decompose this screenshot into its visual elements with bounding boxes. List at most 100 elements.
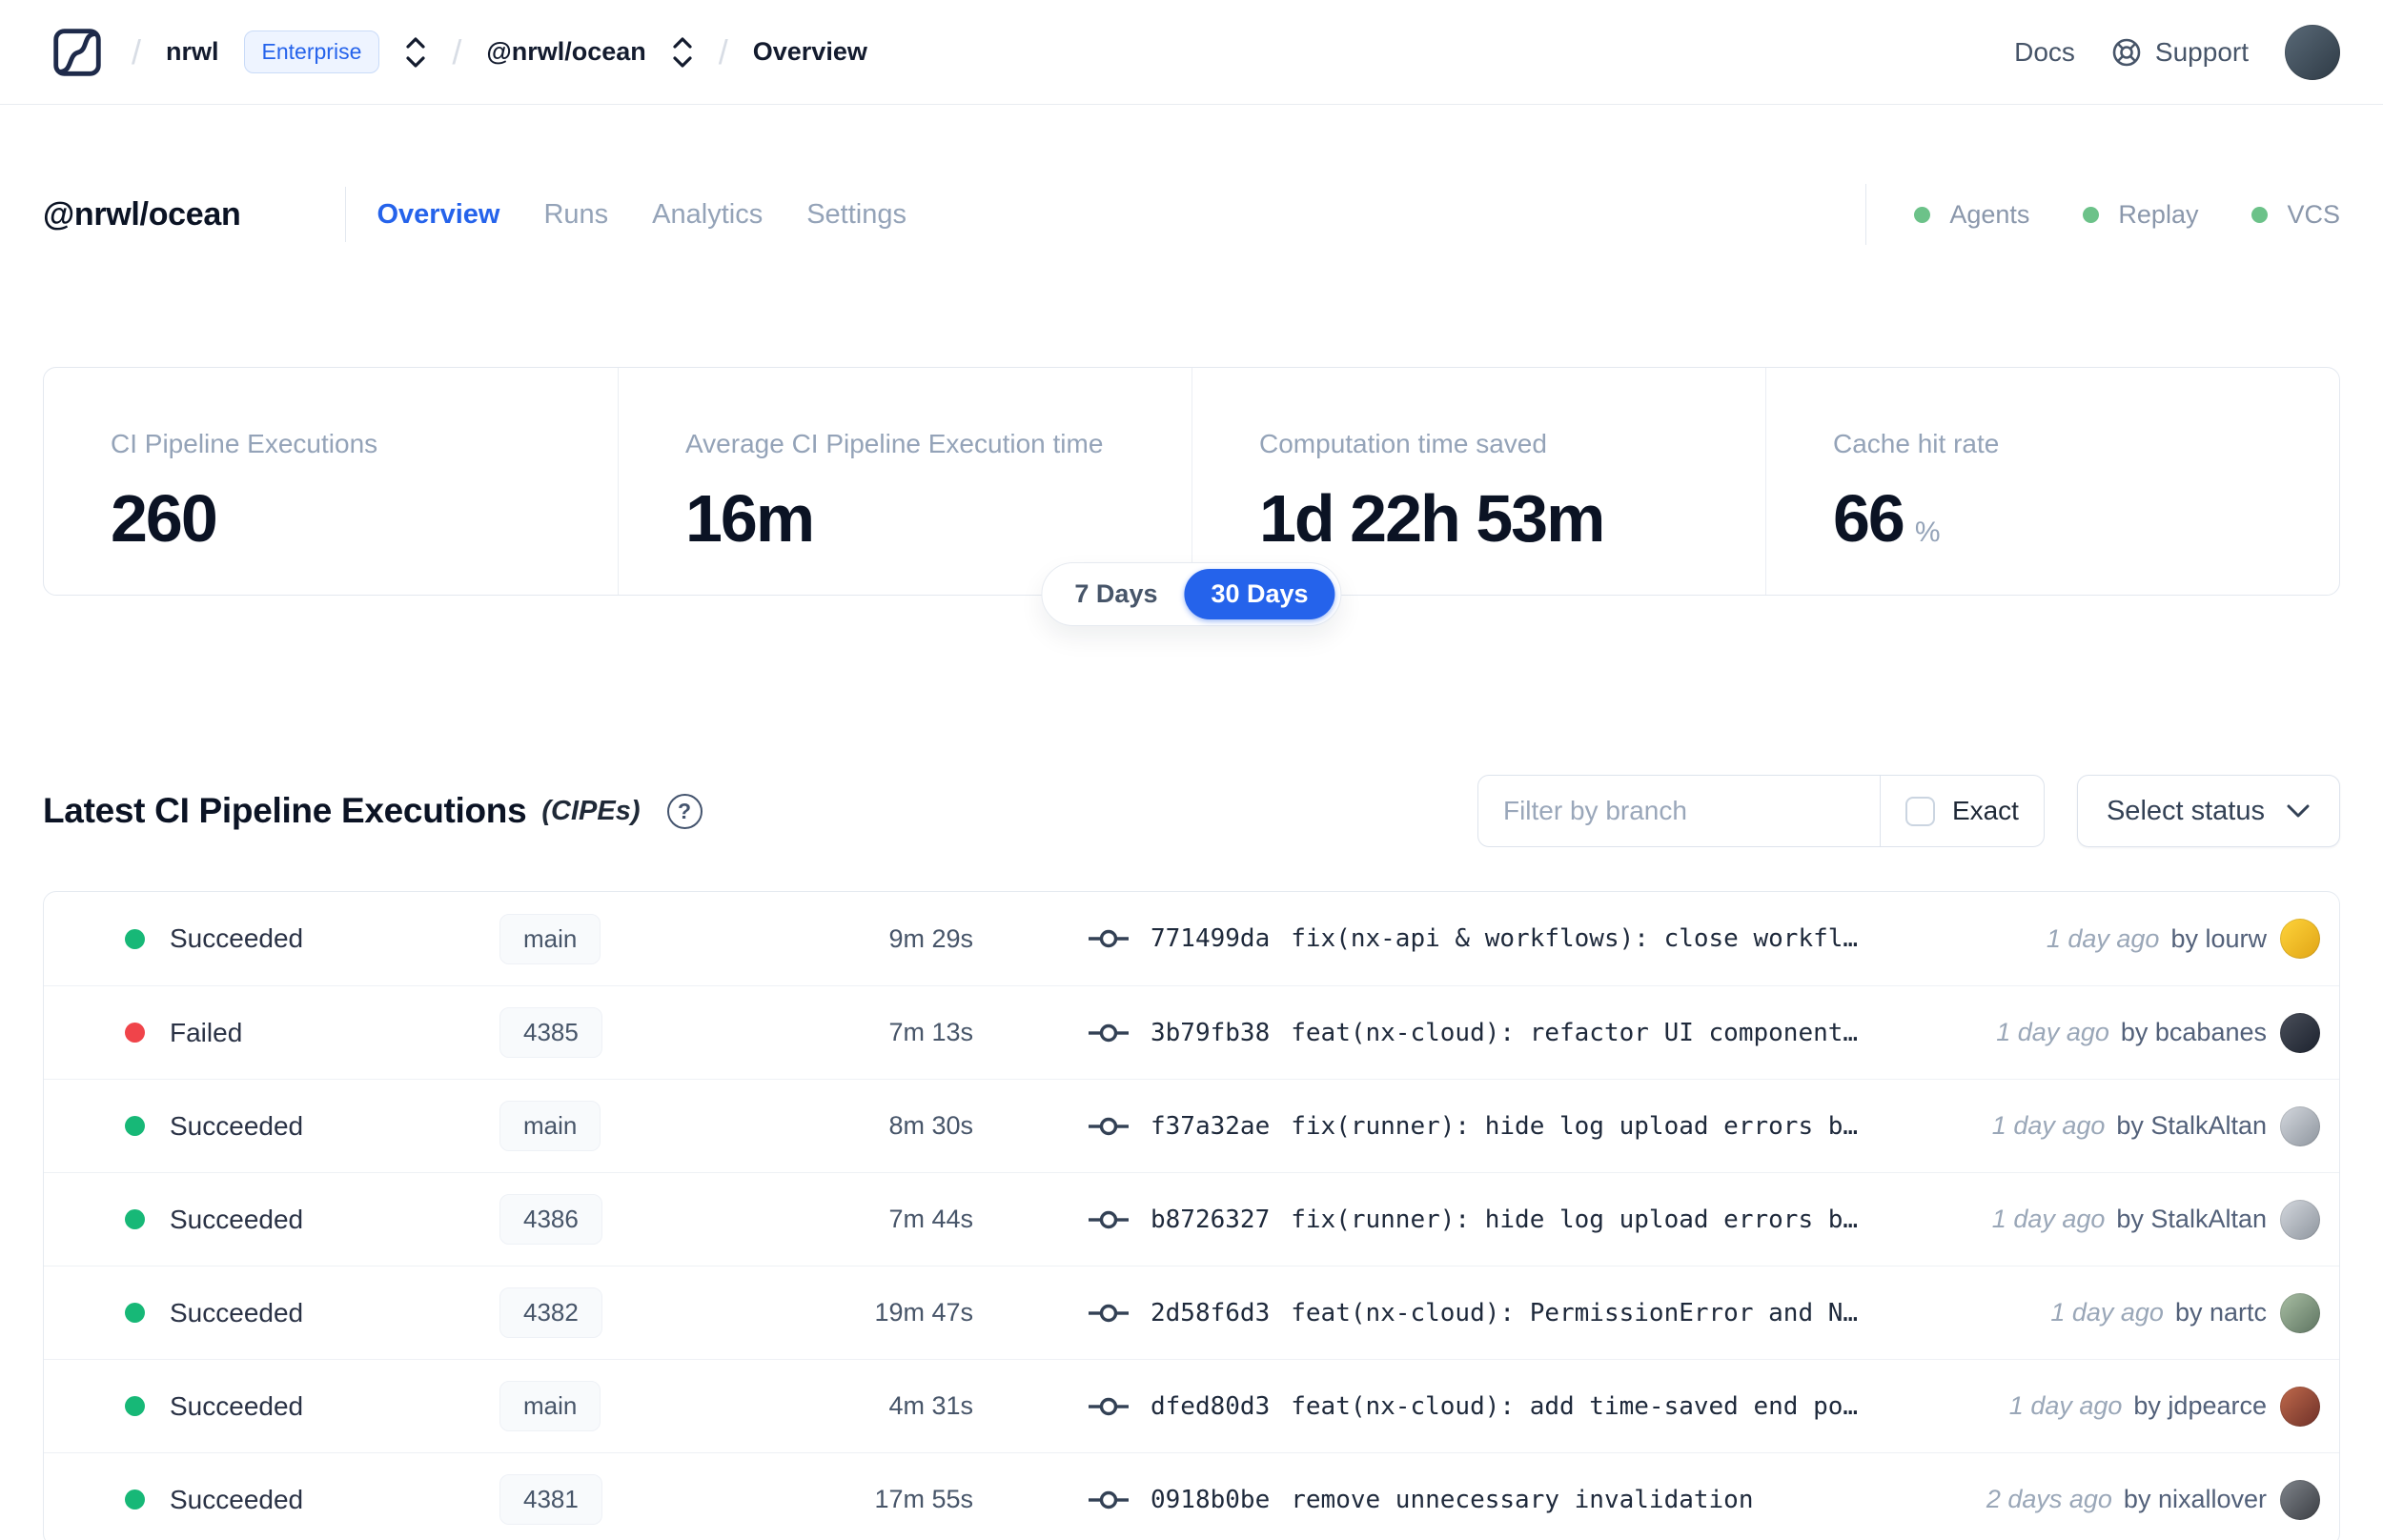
row-duration: 7m 13s — [888, 1018, 973, 1046]
row-commit-cell: 3b79fb38 feat(nx-cloud): refactor UI com… — [1088, 1019, 1977, 1047]
commit-hash: b8726327 — [1151, 1205, 1271, 1234]
commit-message: fix(runner): hide log upload errors b… — [1291, 1205, 1859, 1234]
service-label: Replay — [2118, 199, 2199, 229]
cipe-section-header: Latest CI Pipeline Executions (CIPEs) ? … — [43, 775, 2340, 847]
commit-message: fix(runner): hide log upload errors b… — [1291, 1111, 1859, 1141]
row-branch-cell: 4381 — [499, 1474, 814, 1525]
time-ago: 1 day ago — [2046, 923, 2160, 953]
breadcrumb-workspace[interactable]: @nrwl/ocean — [486, 37, 646, 66]
stat-card-average-execution-time: Average CI Pipeline Execution time 16m — [618, 368, 1192, 595]
avatar[interactable] — [2280, 1386, 2320, 1427]
breadcrumb: / nrwl Enterprise / @nrwl/ocean / Overvi… — [48, 23, 867, 82]
cipe-table: Succeeded main 9m 29s 771499da fix(nx-ap… — [43, 891, 2340, 1540]
nx-cloud-logo-icon[interactable] — [48, 23, 107, 82]
git-commit-icon — [1089, 929, 1129, 948]
branch-badge[interactable]: main — [499, 1381, 601, 1431]
branch-badge[interactable]: 4385 — [499, 1007, 602, 1058]
range-option-30-days[interactable]: 30 Days — [1184, 569, 1335, 619]
enterprise-badge: Enterprise — [243, 30, 380, 73]
status-label: Succeeded — [170, 923, 304, 953]
author: by jdpearce — [2133, 1391, 2267, 1420]
status-select-dropdown[interactable]: Select status — [2076, 775, 2340, 847]
row-meta-cell: 1 day ago by jdpearce — [2009, 1391, 2267, 1421]
branch-badge[interactable]: 4381 — [499, 1474, 602, 1525]
branch-badge[interactable]: 4386 — [499, 1194, 602, 1245]
service-replay[interactable]: Replay — [2083, 200, 2198, 230]
row-status-cell: Succeeded — [125, 1205, 499, 1235]
stat-title: Cache hit rate — [1833, 429, 2000, 458]
row-branch-cell: 4386 — [499, 1194, 814, 1245]
stat-value: 1d 22h 53m — [1259, 481, 1605, 556]
row-branch-cell: main — [499, 1381, 814, 1431]
org-switcher-chevrons-icon[interactable] — [404, 36, 427, 69]
status-dot-icon — [125, 1489, 145, 1510]
table-row[interactable]: Succeeded 4382 19m 47s 2d58f6d3 feat(nx-… — [44, 1266, 2339, 1359]
status-dot-icon — [125, 1209, 145, 1229]
branch-badge[interactable]: 4382 — [499, 1287, 602, 1338]
avatar[interactable] — [2280, 1105, 2320, 1146]
avatar[interactable] — [2280, 1199, 2320, 1240]
status-label: Succeeded — [170, 1390, 304, 1421]
status-label: Failed — [170, 1017, 243, 1047]
workspace-title: @nrwl/ocean — [43, 195, 241, 233]
table-row[interactable]: Succeeded 4386 7m 44s b8726327 fix(runne… — [44, 1172, 2339, 1266]
status-label: Succeeded — [170, 1110, 304, 1141]
commit-hash: 3b79fb38 — [1151, 1018, 1271, 1047]
row-duration: 4m 31s — [888, 1391, 973, 1420]
avatar[interactable] — [2280, 1292, 2320, 1333]
workspace-switcher-chevrons-icon[interactable] — [671, 36, 694, 69]
branch-filter-input[interactable] — [1477, 776, 1880, 846]
branch-badge[interactable]: main — [499, 1101, 601, 1151]
exact-checkbox[interactable] — [1904, 796, 1935, 826]
cipe-section-title: Latest CI Pipeline Executions — [43, 791, 527, 830]
help-icon[interactable]: ? — [666, 793, 703, 829]
avatar[interactable] — [2280, 919, 2320, 959]
avatar[interactable] — [2280, 1012, 2320, 1053]
workspace-tabs: Overview Runs Analytics Settings — [377, 199, 906, 231]
git-commit-icon — [1089, 1117, 1129, 1135]
avatar[interactable] — [2280, 1479, 2320, 1520]
branch-badge[interactable]: main — [499, 913, 601, 964]
author: by bcabanes — [2120, 1018, 2267, 1046]
status-dot-icon — [125, 1303, 145, 1323]
stat-value: 16m — [685, 481, 815, 556]
breadcrumb-separator: / — [132, 31, 142, 71]
range-option-7-days[interactable]: 7 Days — [1074, 579, 1158, 608]
row-duration: 8m 30s — [888, 1111, 973, 1140]
row-meta-cell: 1 day ago by StalkAltan — [1992, 1111, 2267, 1141]
breadcrumb-org[interactable]: nrwl — [166, 37, 219, 66]
docs-link[interactable]: Docs — [2014, 36, 2075, 67]
commit-message: feat(nx-cloud): PermissionError and N… — [1291, 1298, 1859, 1327]
tab-settings[interactable]: Settings — [806, 198, 906, 230]
row-duration: 19m 47s — [874, 1298, 973, 1327]
status-label: Succeeded — [170, 1297, 304, 1327]
service-agents[interactable]: Agents — [1914, 200, 2029, 230]
git-commit-icon — [1089, 1304, 1129, 1322]
tab-overview[interactable]: Overview — [377, 198, 500, 230]
commit-message: feat(nx-cloud): refactor UI component… — [1291, 1018, 1859, 1047]
row-meta-cell: 2 days ago by nixallover — [1986, 1485, 2267, 1514]
row-branch-cell: 4385 — [499, 1007, 814, 1058]
status-label: Succeeded — [170, 1204, 304, 1234]
stat-card-cache-hit-rate: Cache hit rate 66 % — [1765, 368, 2339, 595]
table-row[interactable]: Failed 4385 7m 13s 3b79fb38 feat(nx-clou… — [44, 985, 2339, 1079]
stat-suffix: % — [1914, 517, 1941, 548]
cipe-section-title-suffix: (CIPEs) — [541, 795, 641, 826]
table-row[interactable]: Succeeded main 8m 30s f37a32ae fix(runne… — [44, 1079, 2339, 1172]
stat-value: 260 — [111, 481, 218, 556]
exact-filter: Exact — [1879, 776, 2044, 846]
user-avatar[interactable] — [2285, 24, 2340, 80]
tab-runs[interactable]: Runs — [543, 198, 609, 230]
support-link[interactable]: Support — [2111, 37, 2249, 68]
status-dot-icon — [125, 1023, 145, 1043]
table-row[interactable]: Succeeded main 4m 31s dfed80d3 feat(nx-c… — [44, 1359, 2339, 1452]
git-commit-icon — [1089, 1490, 1129, 1509]
git-commit-icon — [1089, 1397, 1129, 1415]
tab-analytics[interactable]: Analytics — [652, 198, 764, 230]
row-status-cell: Failed — [125, 1018, 499, 1048]
service-vcs[interactable]: VCS — [2251, 200, 2340, 230]
commit-message: remove unnecessary invalidation — [1291, 1485, 1754, 1514]
row-meta-cell: 1 day ago by bcabanes — [1996, 1018, 2267, 1047]
table-row[interactable]: Succeeded main 9m 29s 771499da fix(nx-ap… — [44, 892, 2339, 985]
table-row[interactable]: Succeeded 4381 17m 55s 0918b0be remove u… — [44, 1452, 2339, 1540]
